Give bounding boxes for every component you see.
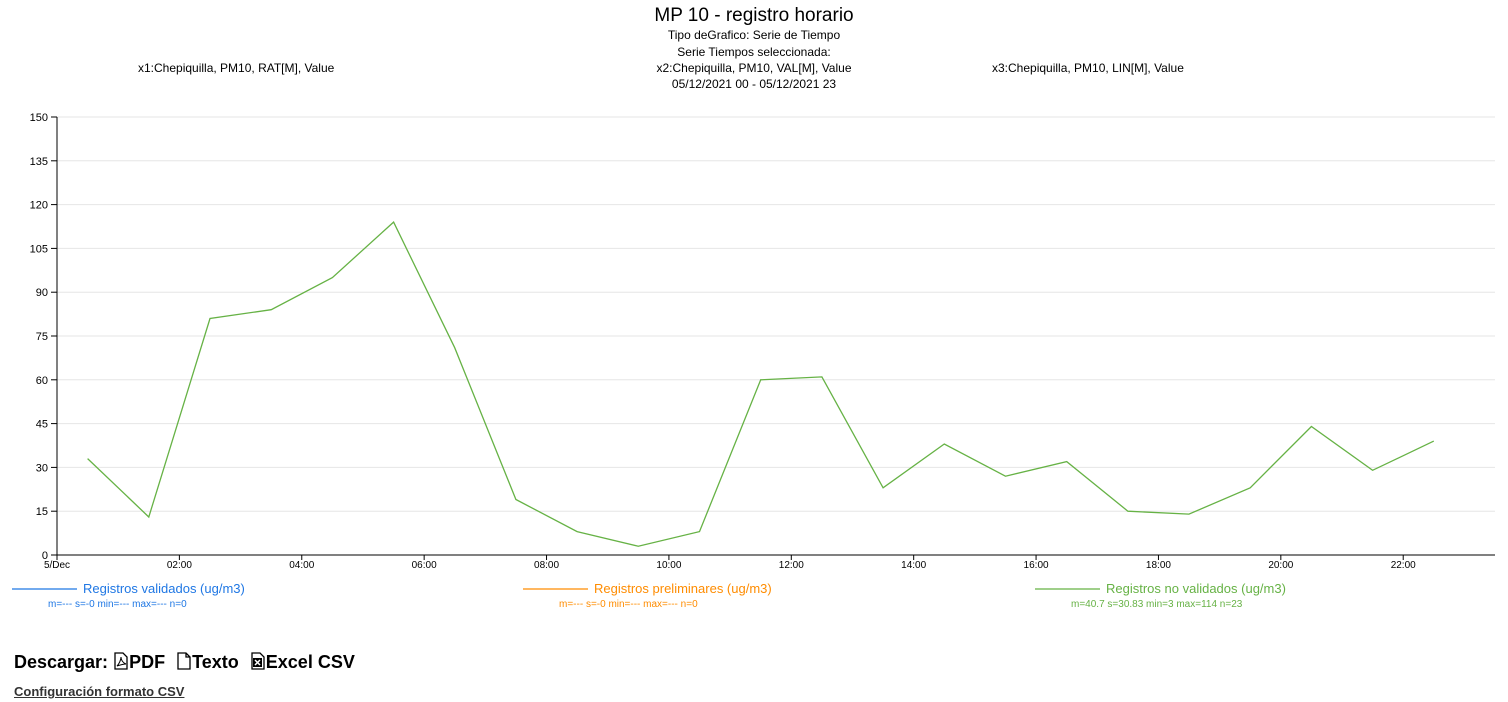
series-selected-label: Serie Tiempos seleccionada: (677, 45, 831, 59)
y-tick-label: 105 (30, 243, 48, 255)
data-point (1065, 460, 1068, 463)
x-tick-label: 06:00 (412, 560, 437, 571)
data-point (820, 375, 823, 378)
data-point (698, 530, 701, 533)
data-point (147, 516, 150, 519)
data-point (1432, 440, 1435, 443)
data-point (637, 545, 640, 548)
series-x2-label: x2:Chepiquilla, PM10, VAL[M], Value (656, 61, 852, 75)
download-label: Descargar: (14, 652, 109, 672)
y-tick-label: 45 (36, 419, 48, 431)
data-point (1249, 486, 1252, 489)
y-tick-label: 150 (30, 112, 48, 124)
pdf-icon (114, 652, 128, 670)
legend-stats-2: m=40.7 s=30.83 min=3 max=114 n=23 (1071, 599, 1243, 610)
x-tick-label: 14:00 (901, 560, 926, 571)
x-tick-label: 16:00 (1024, 560, 1049, 571)
y-tick-label: 30 (36, 462, 48, 474)
x-tick-label: 12:00 (779, 560, 804, 571)
y-tick-label: 120 (30, 200, 48, 212)
line-chart: 0 15 30 45 60 75 90 105 120 135 150 5/Dec 02:00 04:00… (12, 112, 1495, 610)
excel-icon (251, 652, 265, 670)
data-point (1310, 425, 1313, 428)
data-point (943, 443, 946, 446)
download-text-button[interactable]: Texto (176, 652, 239, 673)
legend-stats-0: m=--- s=-0 min=--- max=--- n=0 (48, 599, 187, 610)
download-text-label: Texto (192, 652, 239, 672)
data-point (576, 530, 579, 533)
data-point (453, 346, 456, 349)
file-icon (177, 652, 191, 670)
x-tick-label: 04:00 (289, 560, 314, 571)
y-tick-label: 90 (36, 287, 48, 299)
download-pdf-button[interactable]: PDF (113, 652, 165, 673)
y-tick-label: 15 (36, 506, 48, 518)
series-x3-label: x3:Chepiquilla, PM10, LIN[M], Value (992, 61, 1184, 75)
download-pdf-label: PDF (129, 652, 166, 672)
data-point (331, 276, 334, 279)
y-tick-label: 60 (36, 375, 48, 387)
data-point (514, 498, 517, 501)
series-line-2 (87, 221, 1435, 547)
legend-label-2: Registros no validados (ug/m3) (1106, 581, 1286, 596)
x-tick-label: 18:00 (1146, 560, 1171, 571)
series-x1-label: x1:Chepiquilla, PM10, RAT[M], Value (138, 61, 335, 75)
chart-type-label: Tipo deGrafico: Serie de Tiempo (667, 28, 841, 42)
data-point (1126, 510, 1129, 513)
data-point (882, 486, 885, 489)
legend-label-0: Registros validados (ug/m3) (83, 581, 245, 596)
data-point (1371, 469, 1374, 472)
legend-label-1: Registros preliminares (ug/m3) (594, 581, 772, 596)
x-tick-label: 22:00 (1391, 560, 1416, 571)
x-tick-label: 10:00 (656, 560, 681, 571)
x-tick-label: 20:00 (1268, 560, 1293, 571)
download-excel-button[interactable]: Excel CSV (250, 652, 355, 673)
data-point (270, 308, 273, 311)
x-tick-label: 08:00 (534, 560, 559, 571)
download-excel-label: Excel CSV (265, 652, 355, 672)
date-range: 05/12/2021 00 - 05/12/2021 23 (671, 77, 837, 91)
legend-stats-1: m=--- s=-0 min=--- max=--- n=0 (559, 599, 698, 610)
data-point (392, 221, 395, 224)
download-bar: Descargar: PDF Texto Excel CSV (14, 652, 361, 673)
data-point (208, 317, 211, 320)
data-point (1004, 475, 1007, 478)
data-point (86, 457, 89, 460)
x-tick-label: 5/Dec (44, 560, 70, 571)
csv-config-link[interactable]: Configuración formato CSV (14, 684, 185, 699)
data-point (759, 378, 762, 381)
data-point (1188, 513, 1191, 516)
x-tick-label: 02:00 (167, 560, 192, 571)
chart-title: MP 10 - registro horario (654, 5, 854, 26)
y-tick-label: 135 (30, 156, 48, 168)
y-tick-label: 0 (42, 550, 48, 562)
y-tick-label: 75 (36, 331, 48, 343)
